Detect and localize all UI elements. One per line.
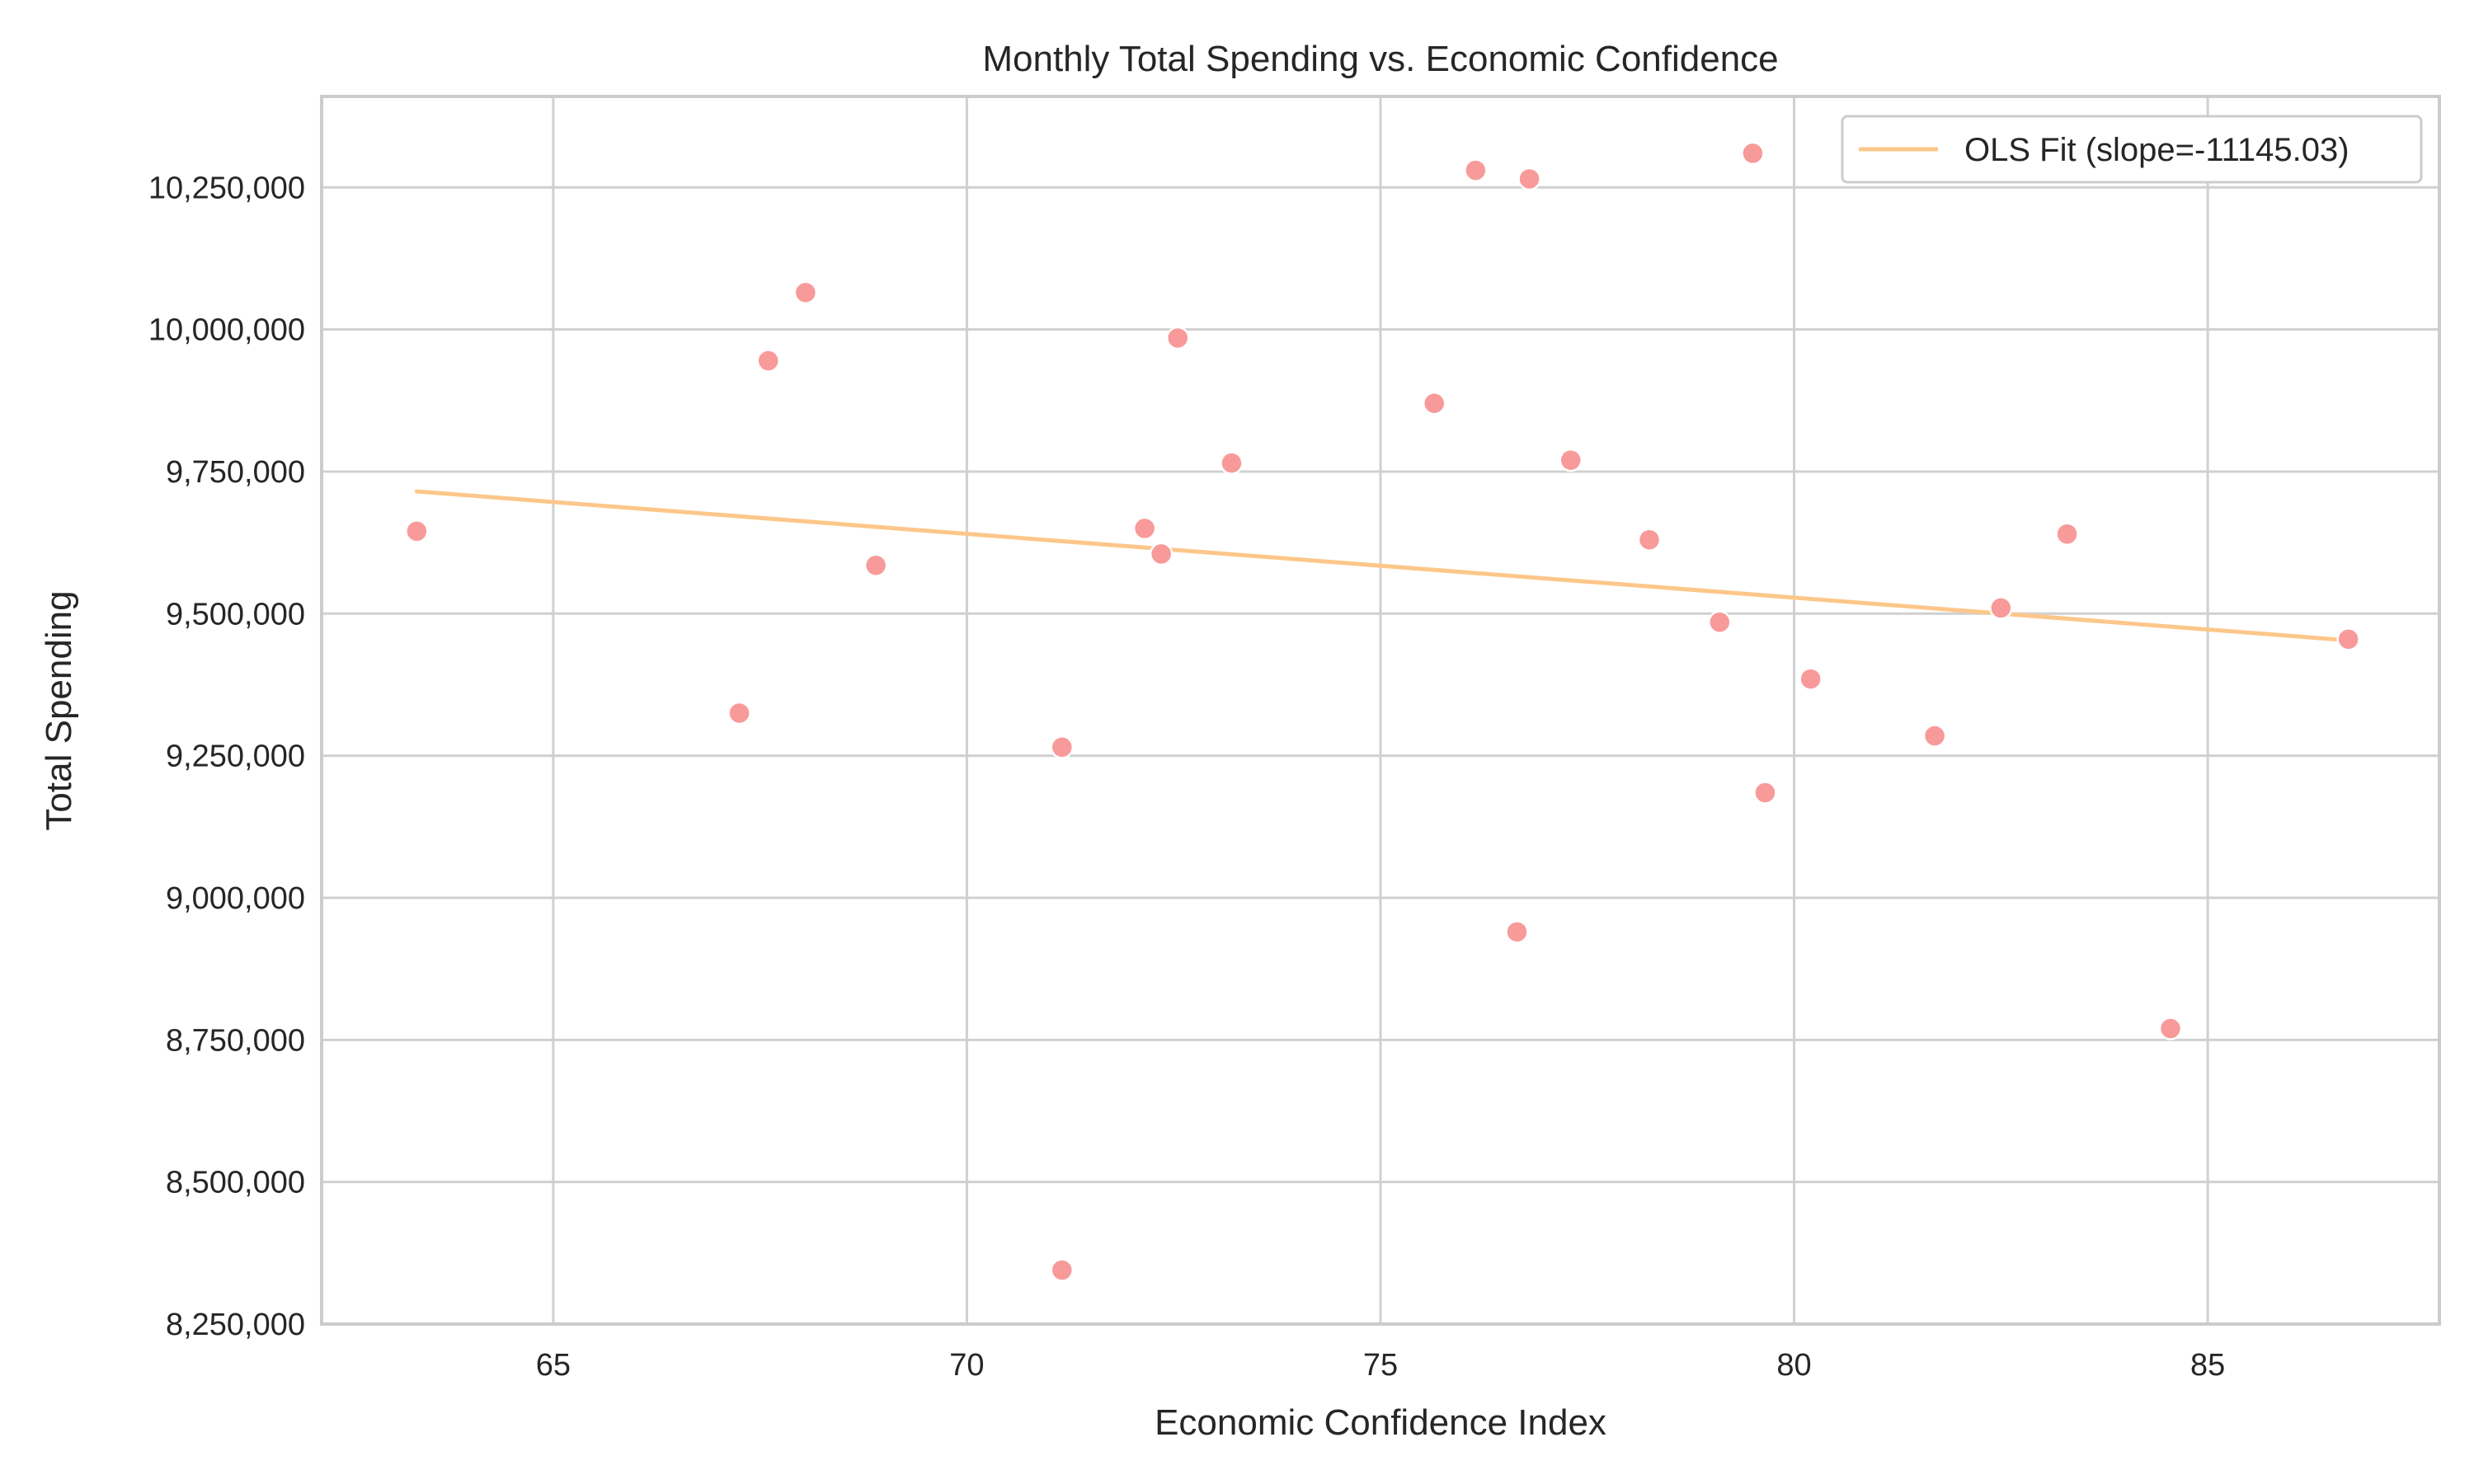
scatter-point — [1637, 528, 1662, 552]
y-tick-label: 10,250,000 — [148, 171, 305, 205]
scatter-point — [1149, 542, 1174, 566]
y-axis-label: Total Spending — [39, 590, 79, 830]
scatter-point — [1505, 920, 1529, 944]
y-tick-labels: 8,250,000 8,500,000 8,750,000 9,000,000 9,25… — [148, 171, 305, 1342]
scatter-point — [1559, 448, 1583, 472]
x-tick-label: 85 — [2190, 1348, 2225, 1383]
y-tick-label: 9,250,000 — [166, 740, 305, 774]
scatter-point — [1741, 141, 1765, 166]
scatter-point — [1464, 158, 1488, 182]
ols-fit-line — [414, 489, 2351, 643]
chart-title: Monthly Total Spending vs. Economic Conf… — [982, 39, 1778, 79]
scatter-point — [1422, 392, 1446, 416]
legend-box — [1841, 115, 2423, 184]
y-tick-label: 8,750,000 — [166, 1023, 305, 1058]
scatter-point — [405, 519, 429, 543]
scatter-point — [1708, 610, 1732, 634]
x-tick-label: 80 — [1776, 1348, 1811, 1383]
scatter-point — [727, 701, 751, 726]
scatter-point — [1922, 724, 1947, 748]
scatter-point — [1799, 667, 1823, 691]
scatter-point — [1989, 596, 2013, 620]
x-axis-label: Economic Confidence Index — [1155, 1402, 1606, 1443]
scatter-point — [2158, 1017, 2183, 1040]
plot-frame — [320, 95, 2441, 1326]
scatter-point — [863, 553, 888, 577]
x-tick-label: 70 — [949, 1348, 984, 1383]
ols-fit-layer — [414, 489, 2351, 643]
x-tick-label: 75 — [1363, 1348, 1398, 1383]
scatter-point — [1517, 167, 1541, 191]
y-tick-label: 8,500,000 — [166, 1166, 305, 1200]
scatter-point — [793, 280, 818, 305]
x-tick-labels: 65 70 75 80 85 — [536, 1348, 2226, 1383]
y-tick-label: 10,000,000 — [148, 313, 305, 348]
x-tick-label: 65 — [536, 1348, 571, 1383]
scatter-point — [1753, 781, 1777, 805]
y-tick-label: 9,500,000 — [166, 597, 305, 632]
scatter-point — [1050, 735, 1075, 759]
scatter-point — [2055, 522, 2079, 547]
y-tick-label: 9,750,000 — [166, 455, 305, 490]
legend: OLS Fit (slope=-11145.03) — [1841, 115, 2423, 184]
scatter-point — [2336, 627, 2360, 651]
scatter-points — [405, 141, 2360, 1282]
scatter-point — [1165, 326, 1190, 350]
y-tick-label: 8,250,000 — [166, 1308, 305, 1342]
scatter-point — [1050, 1258, 1075, 1282]
scatter-point — [1220, 451, 1244, 475]
scatter-point — [756, 349, 780, 373]
scatter-point — [1132, 516, 1157, 541]
y-tick-label: 9,000,000 — [166, 881, 305, 916]
legend-label-ols-fit: OLS Fit (slope=-11145.03) — [1964, 132, 2349, 168]
